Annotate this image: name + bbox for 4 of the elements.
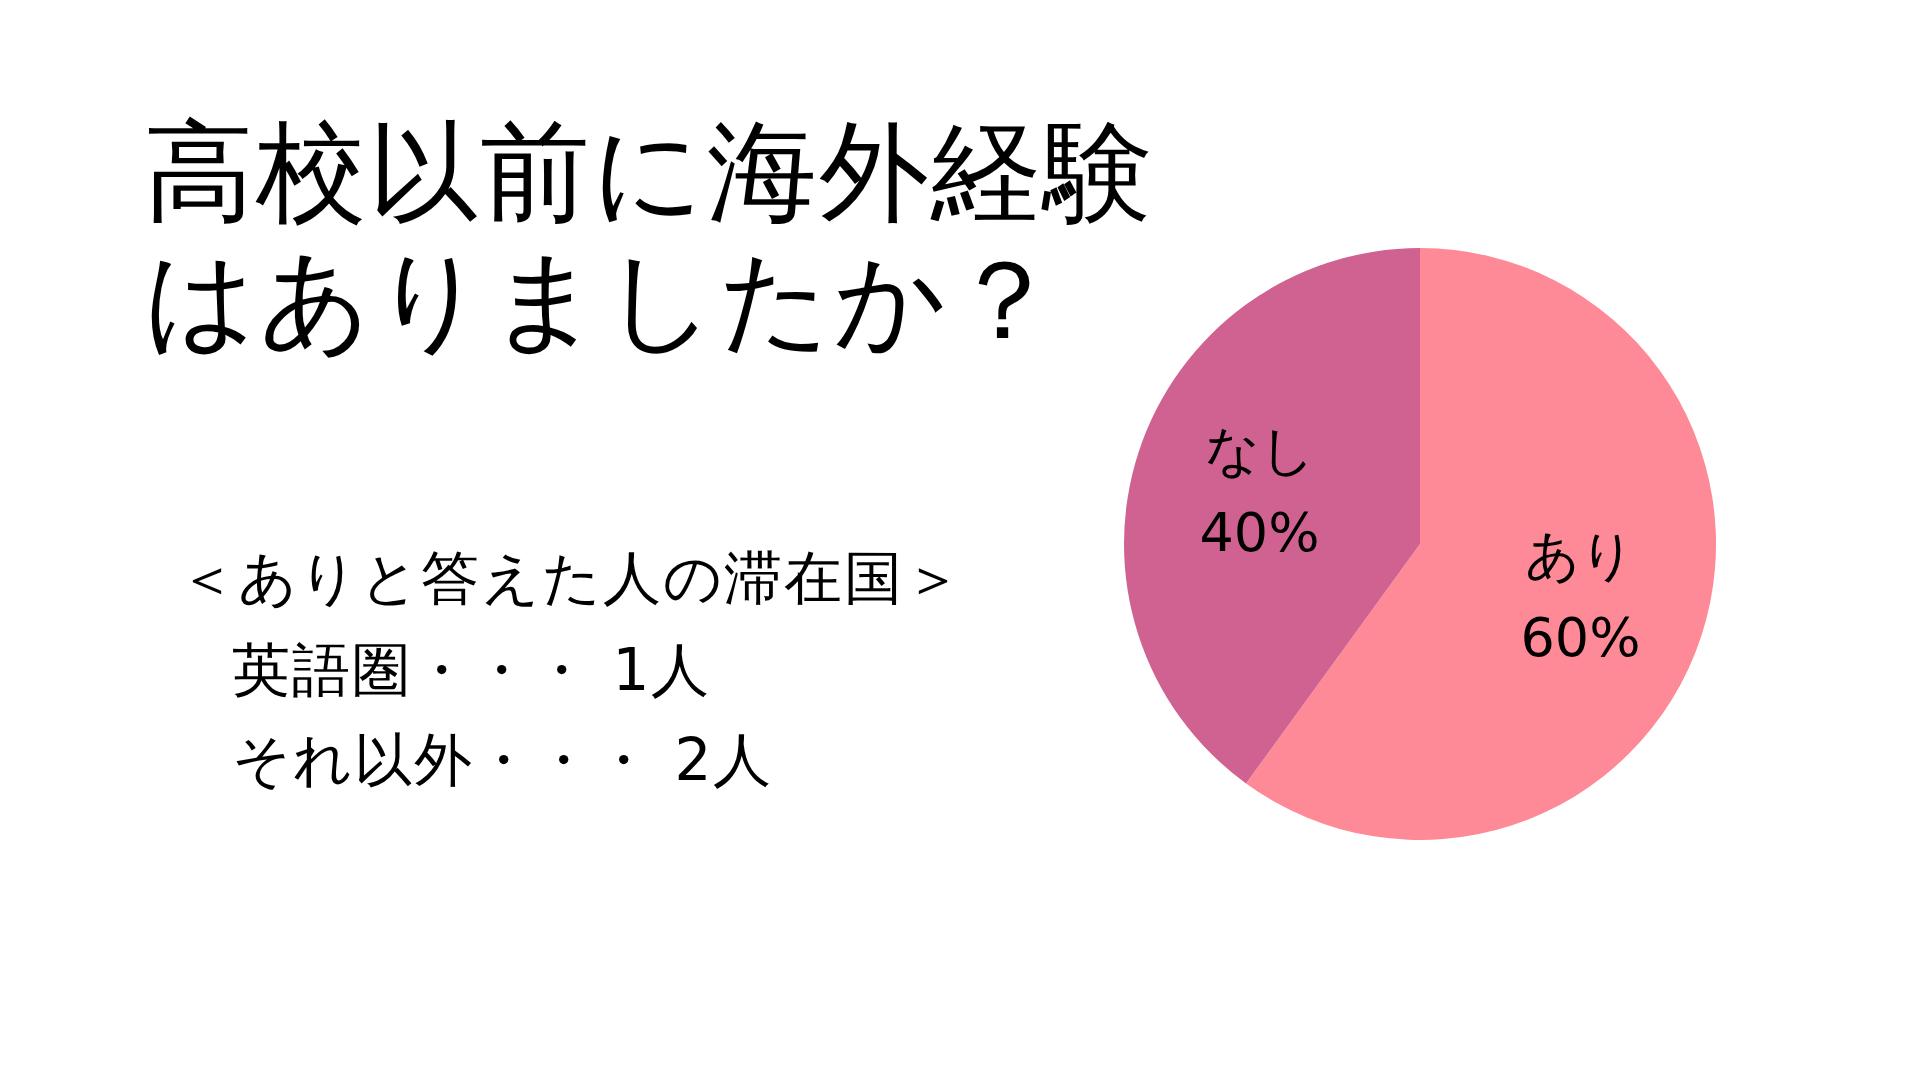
title: 高校以前に海外経験はありましたか？ — [144, 108, 1156, 364]
annotation: 英語圏・・・ 1人 — [232, 638, 712, 702]
annotation: それ以外・・・ 2人 — [232, 728, 774, 792]
annotation: ＜ありと答えた人の滞在国＞ — [178, 546, 964, 610]
